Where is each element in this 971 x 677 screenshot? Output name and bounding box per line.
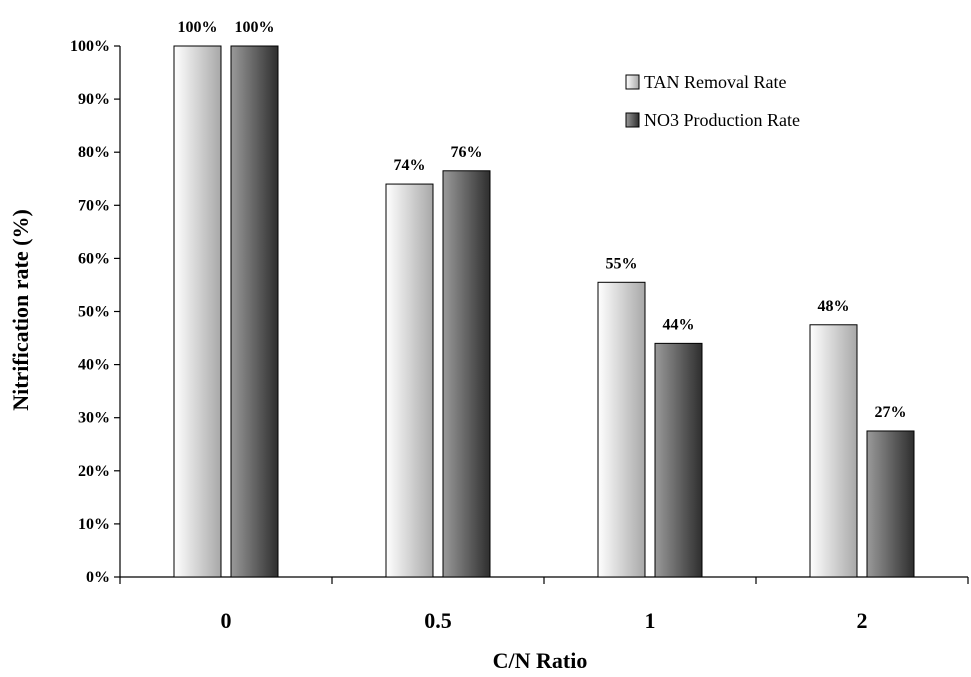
bar-tan-removal-1 [385, 183, 434, 578]
y-tick-label: 50% [78, 304, 110, 321]
bar-no3-production-3 [866, 430, 915, 578]
bar-no3-production-0 [230, 45, 279, 578]
y-axis: 0% 10% 20% 30% 40% 50% 60% 70% 80% 90% 100% [70, 38, 121, 586]
legend-swatch [625, 74, 640, 90]
bar-no3-production-1 [442, 170, 491, 578]
y-tick-label: 10% [78, 516, 110, 533]
bar-tan-removal-2 [597, 281, 646, 578]
data-label: 48% [818, 298, 850, 315]
y-tick-label: 80% [78, 144, 110, 161]
data-label: 55% [606, 255, 638, 272]
data-label: 100% [235, 19, 275, 36]
x-axis: 0 0.5 1 2 [119, 576, 969, 633]
y-tick-label: 20% [78, 463, 110, 480]
bar-tan-removal-0 [173, 45, 222, 578]
bar-tan-removal-3 [809, 324, 858, 578]
y-tick-label: 30% [78, 410, 110, 427]
x-category-label: 0.5 [424, 608, 452, 633]
y-tick-label: 90% [78, 91, 110, 108]
legend: TAN Removal Rate NO3 Production Rate [625, 72, 800, 130]
y-tick-label: 0% [86, 569, 110, 586]
legend-swatch [625, 112, 640, 128]
data-label: 100% [178, 19, 218, 36]
data-labels: 100% 100% 74% 76% 55% 44% 48% 27% [178, 19, 907, 421]
y-axis-title: Nitrification rate (%) [8, 209, 33, 411]
y-tick-label: 100% [70, 38, 110, 55]
data-label: 76% [451, 144, 483, 161]
x-category-label: 2 [857, 608, 868, 633]
y-tick-label: 70% [78, 197, 110, 214]
legend-label: NO3 Production Rate [644, 110, 800, 130]
y-tick-label: 40% [78, 357, 110, 374]
bars [173, 45, 915, 578]
data-label: 27% [875, 404, 907, 421]
x-axis-title: C/N Ratio [493, 648, 588, 673]
x-category-label: 1 [645, 608, 656, 633]
data-label: 74% [394, 157, 426, 174]
y-tick-label: 60% [78, 250, 110, 267]
legend-label: TAN Removal Rate [644, 72, 787, 92]
x-category-label: 0 [221, 608, 232, 633]
bar-no3-production-2 [654, 342, 703, 578]
data-label: 44% [663, 316, 695, 333]
